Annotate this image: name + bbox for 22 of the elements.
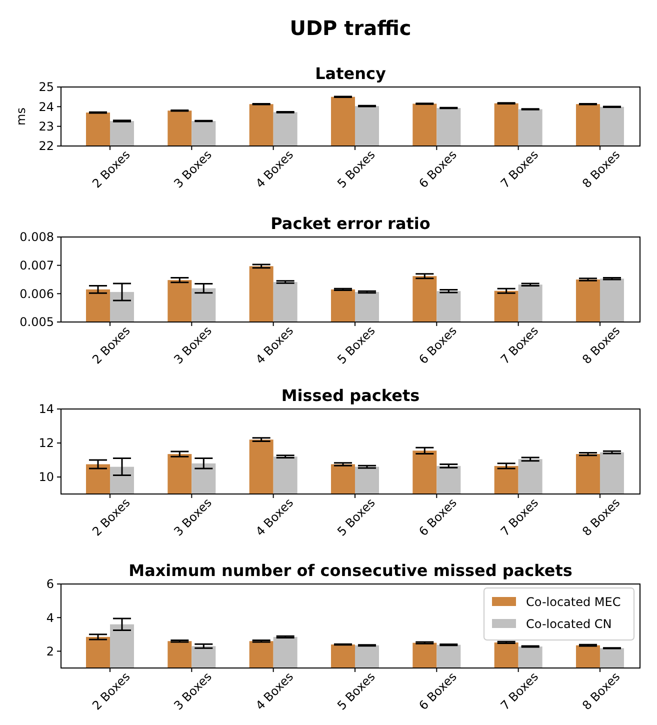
y-tick-label: 0.006 [20, 286, 54, 301]
chart-title: UDP traffic [290, 16, 412, 40]
legend-label: Co-located MEC [526, 595, 621, 609]
chart-title: Maximum number of consecutive missed packets [128, 561, 572, 580]
y-tick-label: 2 [46, 644, 54, 658]
legend-label: Co-located CN [526, 617, 612, 631]
y-tick-label: 4 [46, 610, 54, 625]
y-axis-title: ms [14, 108, 28, 126]
y-tick-label: 6 [46, 577, 54, 592]
y-tick-label: 0.008 [20, 230, 54, 244]
y-tick-label: 14 [38, 402, 54, 416]
y-tick-label: 23 [38, 120, 54, 134]
chart-title: Missed packets [281, 386, 420, 405]
chart-subtitle: Latency [315, 64, 386, 83]
y-tick-label: 12 [38, 436, 54, 450]
y-tick-label: 24 [38, 100, 54, 114]
y-tick-label: 25 [38, 80, 54, 94]
y-tick-label: 0.005 [20, 315, 54, 330]
y-tick-label: 22 [38, 139, 54, 154]
y-tick-label: 10 [38, 470, 54, 484]
chart-title: Packet error ratio [270, 214, 430, 233]
y-tick-label: 0.007 [20, 258, 54, 273]
